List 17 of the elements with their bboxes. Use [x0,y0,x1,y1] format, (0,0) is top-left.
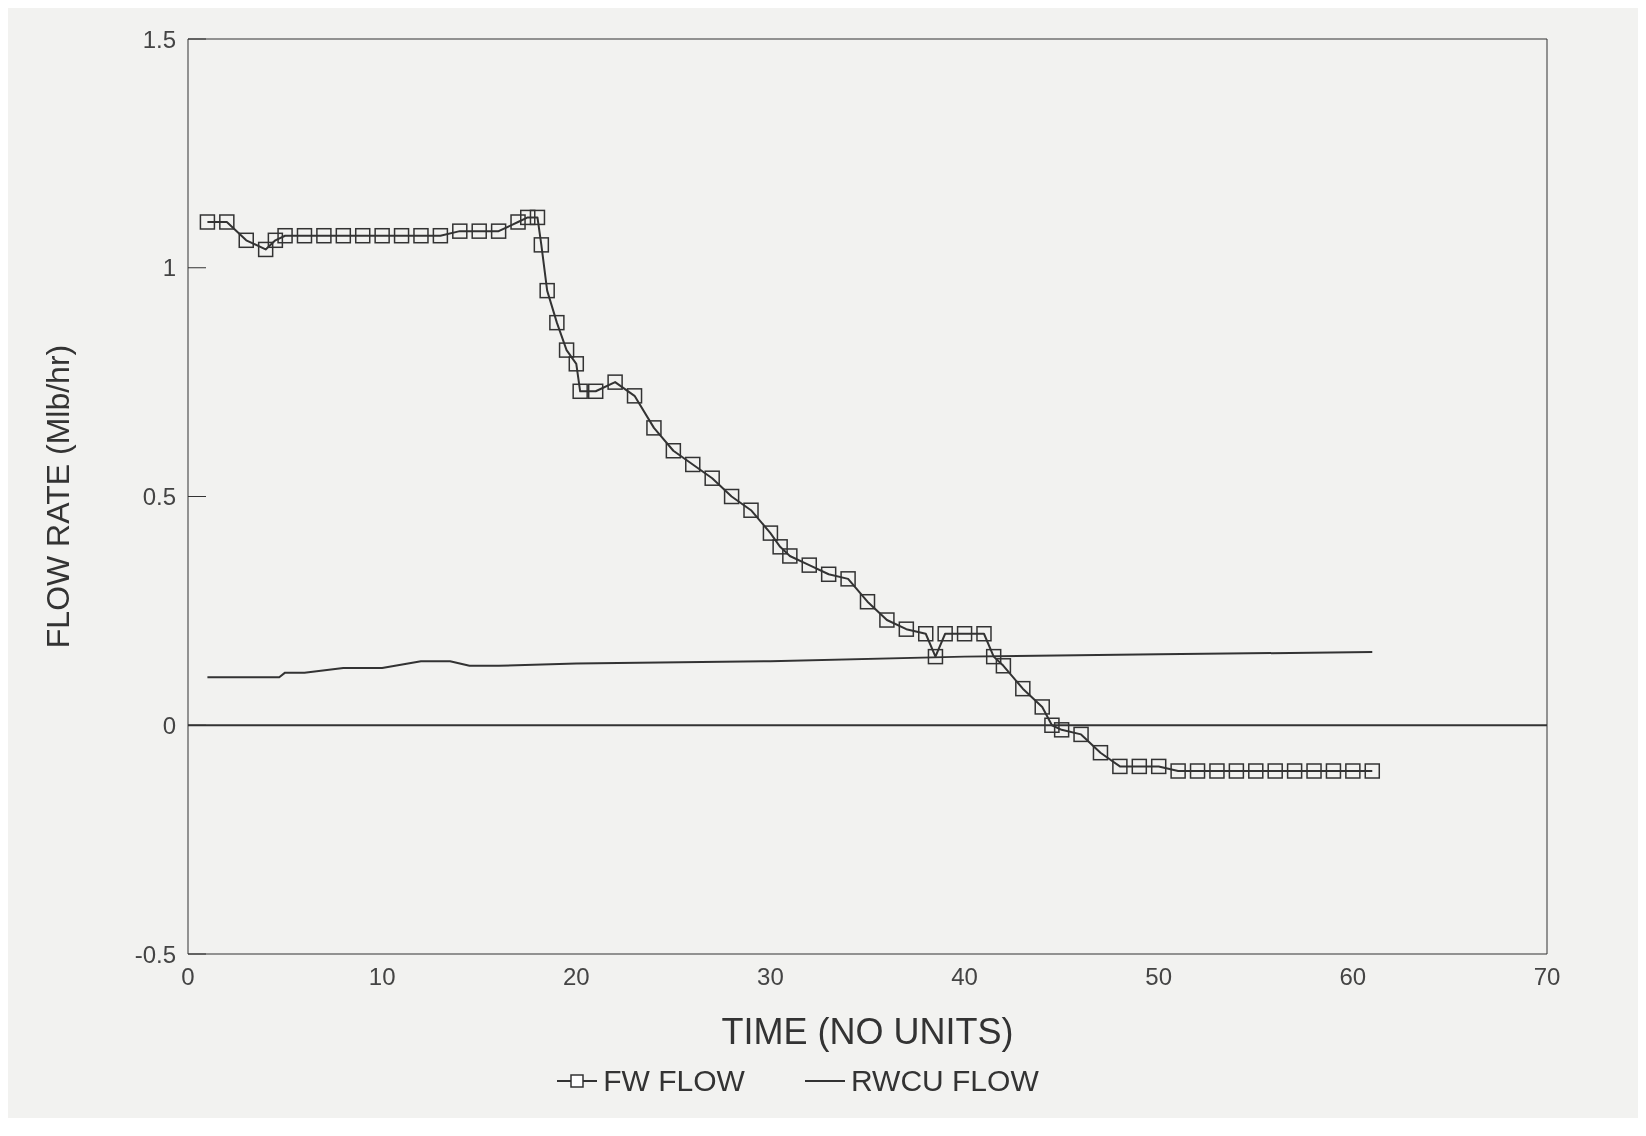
y-tick-label: 1 [162,254,176,282]
y-tick-label: 0.5 [142,483,176,511]
x-tick-label: 30 [757,963,784,991]
legend-label: RWCU FLOW [850,1064,1039,1098]
x-axis-title: TIME (NO UNITS) [721,1011,1014,1052]
x-tick-label: 50 [1145,963,1173,991]
x-tick-label: 10 [368,963,396,991]
y-tick-label: -0.5 [134,940,176,968]
y-tick-label: 1.5 [142,25,176,53]
y-tick-label: 0 [162,711,176,739]
x-tick-label: 0 [181,963,195,991]
x-tick-label: 40 [951,963,978,991]
x-tick-label: 60 [1339,963,1367,991]
legend-label: FW FLOW [603,1064,745,1098]
y-axis-title: FLOW RATE (Mlb/hr) [40,344,77,649]
x-tick-label: 20 [562,963,590,991]
x-tick-label: 70 [1533,963,1561,991]
